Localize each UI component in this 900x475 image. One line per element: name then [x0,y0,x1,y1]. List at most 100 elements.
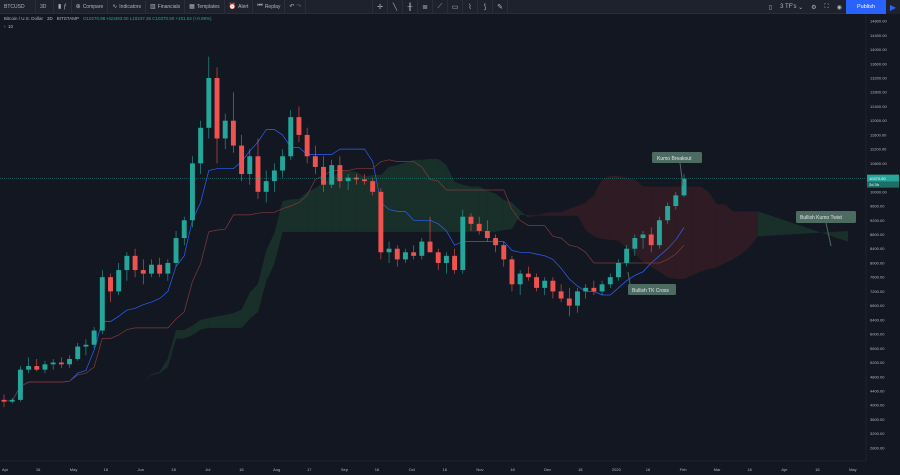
replay-button[interactable]: ⏮ Replay [253,0,286,14]
time-tick-label: 18 [239,467,244,472]
settings-gear-icon[interactable]: ⚙ [811,4,817,11]
cloud-segment [331,170,340,232]
alert-button[interactable]: ⏰ Alert [225,0,254,14]
cursor-icon[interactable]: ✛ [373,0,388,14]
cloud-segment [577,202,586,231]
legend-interval: 3D [47,16,53,21]
cloud-segment [323,177,332,232]
candles-icon: ▮ [58,4,62,10]
drawing-toolbar: ✛ ╲ ╫ ≣ ⟋ ▭ ⌇ ⟆ ✎ [372,0,508,14]
symbol-title: Bitcoin / U.S. Dollar [4,16,44,21]
replay-icon: ⏮ [257,3,263,9]
price-tick-label: 6000.00 [870,332,885,337]
time-tick-label: Aug [273,467,280,472]
publish-button[interactable]: Publish [846,0,886,14]
layout-select[interactable]: 3 TF's ⌄ [776,0,807,14]
horizontal-line-icon[interactable]: ╫ [403,0,418,14]
candle [411,245,417,260]
templates-button[interactable]: ▦ Templates [185,0,225,14]
interval-button[interactable]: 3D [36,0,54,14]
candle [17,366,23,402]
candle-body [157,264,163,274]
candle [1,394,7,407]
cloud-segment [626,177,635,254]
annotation-kumo-breakout[interactable]: Kumo Breakout [652,152,702,187]
play-icon[interactable]: ▶ [886,0,900,14]
brush-icon[interactable]: ⌇ [463,0,478,14]
cloud-segment [94,382,103,387]
cloud-segment [315,182,324,232]
candle [222,113,228,150]
candle-body [476,223,482,231]
financials-button[interactable]: ▥ Financials [146,0,186,14]
alarm-icon: ⏰ [228,4,237,10]
candle [132,248,138,278]
candle [443,252,449,274]
indicators-button[interactable]: ∿ Indicators [108,0,146,14]
cloud-segment [552,212,562,216]
candle [566,287,572,317]
candle [616,259,621,281]
price-chart[interactable]: 14800.00 14400.00 14000.00 13600.00 13200.00… [0,14,900,475]
layout-grid-icon[interactable]: ▯ [768,4,773,11]
candle-body [263,181,269,192]
cloud-segment [233,309,242,328]
cloud-segment [536,213,545,216]
price-tick-label: 5600.00 [870,346,885,351]
candle [599,280,605,295]
time-tick-label: 18 [510,467,515,472]
time-tick-label: 18 [815,467,820,472]
candle [452,248,458,274]
path-icon[interactable]: ⟆ [478,0,493,14]
candle-body [386,248,392,253]
compare-label: Compare [82,3,104,10]
fib-icon[interactable]: ≣ [418,0,433,14]
annotation-bullish-kumo-twist[interactable]: Bullish Kumo Twist [796,211,856,247]
time-tick-label: 18 [171,467,176,472]
price-tick-label: 5200.00 [870,360,885,365]
candle [42,360,48,374]
cloud-segment [716,204,725,268]
alert-label: Alert [238,3,249,10]
candle-body [534,277,539,288]
symbol-search[interactable]: BTCUSD [0,0,36,14]
candle-body [394,248,400,260]
candle [157,257,163,278]
candle-body [509,259,515,285]
candle-body [370,181,376,192]
candle [173,230,179,267]
price-tick-label: 14000.00 [870,47,887,52]
candle [230,92,236,153]
candle-body [312,156,318,167]
price-tick-label: 14800.00 [870,19,887,24]
undo-button[interactable]: ↶ ↷ [285,0,307,14]
rectangle-icon[interactable]: ▭ [448,0,463,14]
pattern-icon[interactable]: ⟋ [433,0,448,14]
time-tick-label: May [849,467,857,472]
fullscreen-icon[interactable]: ⛶ [824,3,829,10]
candle [99,270,105,335]
candle-body [632,238,638,249]
trendline-icon[interactable]: ╲ [388,0,403,14]
cloud-segment [389,165,398,232]
pen-icon[interactable]: ✎ [493,0,508,14]
time-axis[interactable]: Apr 16 May 16 Jun 18 Jul 18 Aug 17 Sep 16 Oct 16 Nov 18… [0,460,866,475]
chart-style-button[interactable]: ▮ ƒ [54,0,72,14]
price-tick-label: 11200.00 [870,147,887,152]
indicator-collapse[interactable]: › 10 [4,24,13,29]
candle [370,177,376,196]
candle-body [149,264,154,274]
candle-body [1,399,7,402]
candle [214,67,220,164]
cloud-segment [282,199,291,232]
annotation-bullish-tk-cross[interactable]: Bullish TK Cross [627,271,676,295]
camera-icon[interactable]: ◉ [836,4,842,11]
candle-body [124,255,130,271]
legend-exchange: BITSTAMP [56,16,79,21]
cloud-segment [151,371,160,375]
price-axis[interactable]: 14800.00 14400.00 14000.00 13600.00 13200.00… [865,14,900,461]
compare-button[interactable]: ⊕ Compare [72,0,109,14]
time-tick-label: Oct [409,467,416,472]
candle-body [673,195,679,207]
candle [247,149,253,185]
